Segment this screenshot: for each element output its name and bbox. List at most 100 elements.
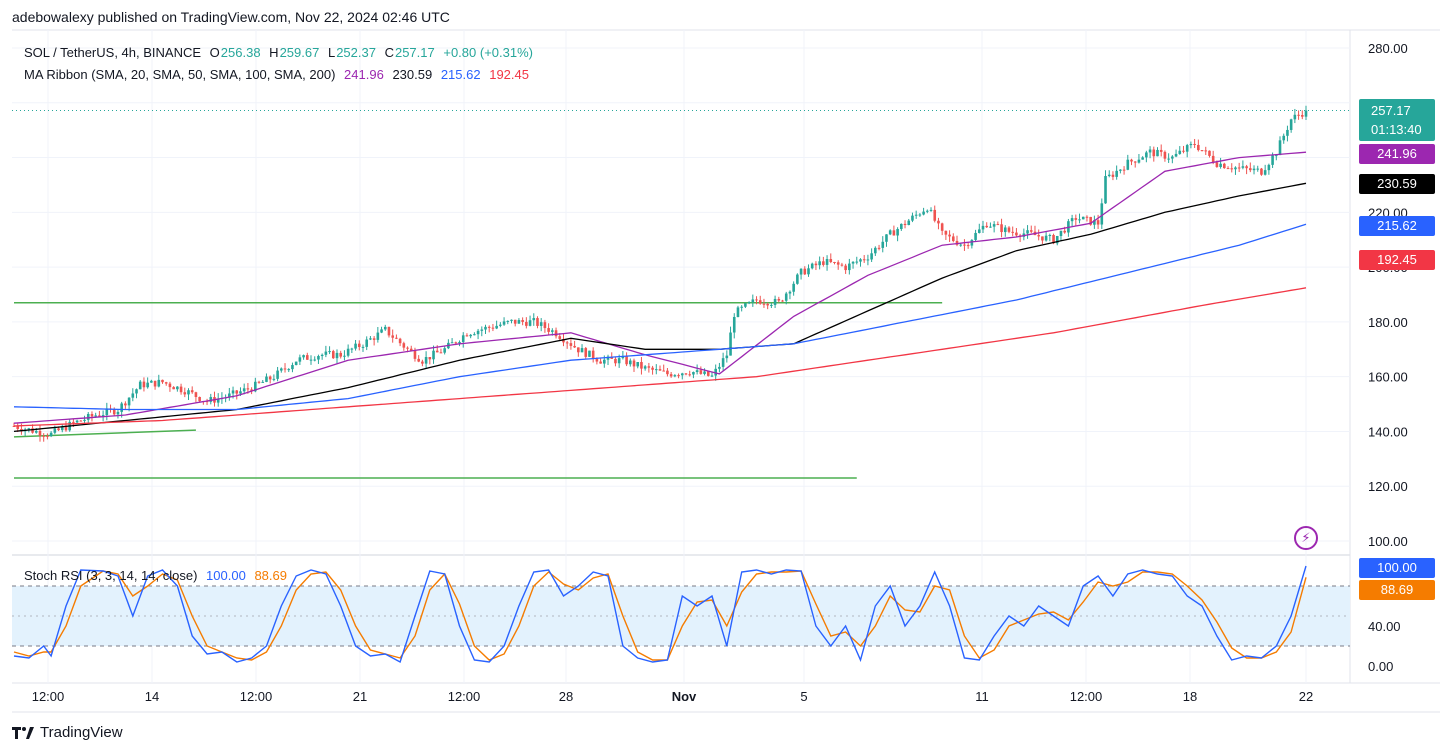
candle-body (194, 392, 198, 397)
candle-body (521, 320, 524, 322)
candle-body (1119, 169, 1122, 171)
ma-line-sma200 (13, 287, 1307, 427)
candle-body (1289, 119, 1293, 130)
candle-body (75, 420, 79, 423)
candle-body (198, 396, 201, 402)
candle-body (669, 374, 673, 377)
candle-body (758, 300, 762, 304)
stoch-k-line (13, 565, 1307, 664)
moving-averages (13, 151, 1307, 433)
candle-body (577, 347, 580, 353)
candle-body (313, 359, 317, 361)
candle-body (810, 263, 814, 269)
candle-body (417, 358, 420, 362)
candle-body (539, 322, 543, 326)
brand-name: TradingView (40, 724, 123, 741)
candle-body (1133, 161, 1137, 163)
time-tick-label: 12:00 (1070, 689, 1103, 704)
candle-body (814, 263, 818, 266)
candle-body (881, 241, 885, 248)
candle-body (280, 368, 283, 371)
time-tick-label: 28 (559, 689, 573, 704)
candle-body (190, 390, 194, 393)
candle-body (1141, 157, 1144, 160)
candle-body (636, 362, 640, 367)
candle-body (46, 435, 49, 437)
time-tick-label: 12:00 (448, 689, 481, 704)
stoch-d-badge: 88.69 (1359, 580, 1435, 600)
candle-body (591, 350, 595, 359)
candle-body (888, 230, 892, 235)
candle-body (699, 370, 703, 374)
candle-body (770, 304, 773, 306)
candle-body (870, 253, 873, 260)
ma-line-sma100 (13, 223, 1307, 411)
candle-body (413, 350, 417, 359)
candle-body (309, 359, 313, 361)
candle-body (72, 421, 75, 423)
ma200-badge: 192.45 (1359, 250, 1435, 270)
candle-body (766, 303, 769, 306)
stoch-rsi-lines (13, 565, 1307, 664)
candle-body (354, 343, 357, 349)
candle-body (324, 351, 328, 355)
time-tick-label: 14 (145, 689, 159, 704)
candle-body (647, 366, 651, 368)
ma200-value: 192.45 (489, 67, 529, 82)
candle-body (261, 381, 265, 383)
candle-body (1223, 163, 1226, 169)
candle-body (866, 259, 870, 261)
candle-body (239, 391, 242, 394)
candle-body (751, 299, 755, 303)
candle-body (1044, 235, 1048, 241)
price-tick-label: 160.00 (1368, 370, 1408, 385)
candle-body (272, 378, 276, 380)
candle-body (1304, 110, 1308, 117)
candle-body (562, 338, 565, 343)
candle-body (1122, 169, 1126, 171)
candle-body (985, 225, 989, 228)
candle-body (628, 360, 632, 365)
bar-countdown: 01:13:40 (1371, 122, 1422, 137)
candle-body (643, 366, 647, 369)
candle-body (807, 268, 810, 275)
candle-body (1156, 149, 1159, 157)
candle-body (981, 225, 985, 230)
stoch-k-value: 100.00 (206, 568, 246, 583)
candle-body (94, 415, 97, 417)
candle-body (391, 335, 394, 338)
candle-body (662, 370, 666, 372)
candle-body (859, 259, 862, 262)
candle-body (1211, 155, 1215, 163)
candle-body (974, 232, 977, 240)
candle-body (1274, 155, 1278, 157)
symbol-title: SOL / TetherUS, 4h, BINANCE (24, 45, 202, 60)
candle-body (124, 403, 127, 406)
candle-body (116, 411, 120, 415)
candle-body (328, 351, 331, 353)
candle-body (365, 339, 369, 347)
candle-body (862, 259, 866, 261)
candle-body (989, 226, 992, 228)
candle-body (744, 303, 747, 307)
candle-body (31, 428, 34, 433)
candle-body (554, 330, 558, 337)
candle-body (944, 230, 948, 235)
candle-body (799, 268, 803, 275)
candle-body (1226, 168, 1230, 170)
candle-body (1182, 150, 1185, 152)
candle-body (1063, 230, 1066, 233)
candle-body (138, 381, 142, 390)
candle-body (573, 345, 576, 348)
lightning-icon[interactable]: ⚡ (1294, 526, 1318, 550)
candle-body (1193, 143, 1196, 145)
candle-body (343, 355, 346, 357)
candle-body (1100, 203, 1104, 225)
candle-body (291, 365, 294, 370)
candle-body (1085, 216, 1089, 218)
candle-body (1241, 166, 1245, 168)
candle-body (350, 348, 354, 350)
candle-body (528, 320, 532, 326)
candle-body (532, 318, 536, 321)
